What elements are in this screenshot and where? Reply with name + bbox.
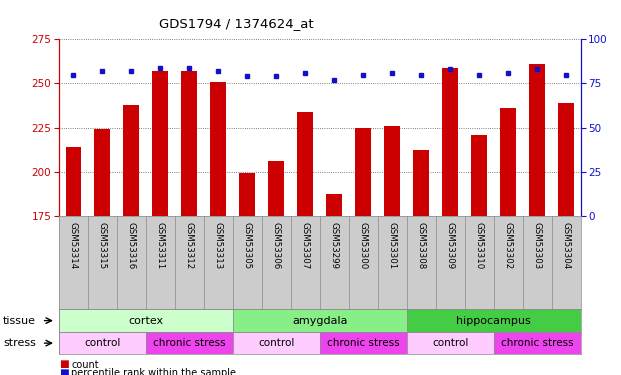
Text: chronic stress: chronic stress [153,338,225,348]
Text: GSM53302: GSM53302 [504,222,513,269]
Bar [181,71,197,216]
Text: cortex: cortex [129,316,163,326]
Text: GSM53313: GSM53313 [214,222,223,269]
Text: GSM53301: GSM53301 [388,222,397,269]
Text: GSM53310: GSM53310 [474,222,484,269]
Bar [152,71,168,216]
Text: ■: ■ [59,368,69,375]
Bar [494,332,581,354]
Bar [471,135,487,216]
Text: GSM53309: GSM53309 [446,222,455,269]
Text: GSM53315: GSM53315 [98,222,107,269]
Text: GSM53304: GSM53304 [561,222,571,269]
Bar [407,309,581,332]
Bar [384,126,400,216]
Bar [327,195,342,216]
Bar [558,103,574,216]
Text: GSM53305: GSM53305 [243,222,252,269]
Bar [211,82,226,216]
Bar [66,147,81,216]
Bar [268,161,284,216]
Text: control: control [84,338,120,348]
Text: GSM53300: GSM53300 [359,222,368,269]
Text: GSM53314: GSM53314 [69,222,78,269]
Text: GSM53299: GSM53299 [330,222,339,269]
Text: GSM53306: GSM53306 [272,222,281,269]
Text: control: control [258,338,294,348]
Bar [94,129,111,216]
Bar [355,128,371,216]
Bar [59,309,233,332]
Text: GSM53308: GSM53308 [417,222,426,269]
Bar [59,332,146,354]
Text: control: control [432,338,468,348]
Text: amygdala: amygdala [292,316,348,326]
Text: count: count [71,360,99,369]
Text: hippocampus: hippocampus [456,316,531,326]
Text: GSM53312: GSM53312 [185,222,194,269]
Text: GSM53311: GSM53311 [156,222,165,269]
Text: GDS1794 / 1374624_at: GDS1794 / 1374624_at [159,17,313,30]
Text: GSM53307: GSM53307 [301,222,310,269]
Bar [501,108,516,216]
Text: ■: ■ [59,360,69,369]
Text: chronic stress: chronic stress [327,338,399,348]
Text: stress: stress [3,338,36,348]
Bar [146,332,233,354]
Text: percentile rank within the sample: percentile rank within the sample [71,368,237,375]
Bar [529,64,545,216]
Bar [239,173,255,216]
Bar [407,332,494,354]
Text: tissue: tissue [3,316,36,326]
Bar [297,112,313,216]
Bar [233,309,407,332]
Text: GSM53303: GSM53303 [533,222,542,269]
Bar [442,68,458,216]
Text: chronic stress: chronic stress [501,338,573,348]
Text: GSM53316: GSM53316 [127,222,136,269]
Bar [320,332,407,354]
Bar [233,332,320,354]
Bar [414,150,429,216]
Bar [124,105,139,216]
